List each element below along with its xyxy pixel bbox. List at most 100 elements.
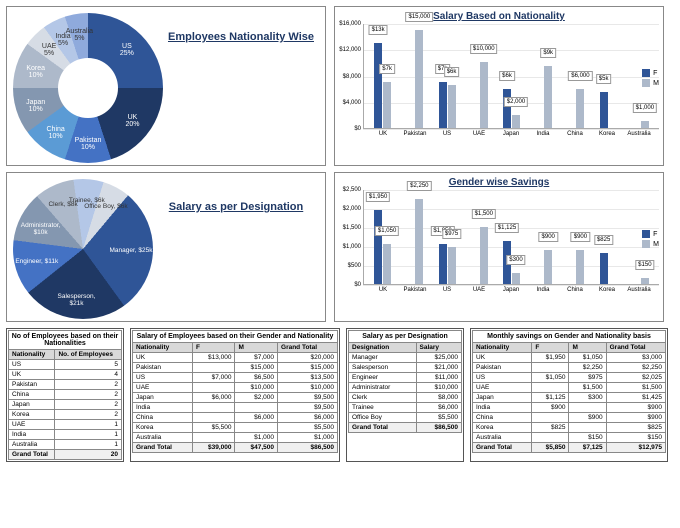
total-val: $7,125 xyxy=(569,443,606,453)
cell: $150 xyxy=(606,433,665,443)
savings-bars: $1,950$1,050$2,250$1,050$975$1,500$1,125… xyxy=(363,190,659,285)
cell: Japan xyxy=(473,393,532,403)
savings-title: Gender wise Savings xyxy=(339,177,659,188)
x-label: Korea xyxy=(591,131,623,137)
total-val: $5,850 xyxy=(532,443,569,453)
cell: $5,500 xyxy=(278,423,338,433)
cell: $5,500 xyxy=(192,423,235,433)
cell: $1,125 xyxy=(532,393,569,403)
cell xyxy=(532,383,569,393)
bar-group: $10,000 xyxy=(465,62,494,128)
cell: $10,000 xyxy=(416,383,461,393)
table-2: Salary of Employees based on their Gende… xyxy=(130,328,340,462)
bar-group: $6k$2,000 xyxy=(497,89,526,128)
bar-f: $13k xyxy=(374,43,382,128)
cell: Trainee xyxy=(349,403,417,413)
col-header: Grand Total xyxy=(278,343,338,353)
x-label: UAE xyxy=(463,131,495,137)
cell: $9,500 xyxy=(278,403,338,413)
donut-slice-label: UK20% xyxy=(114,114,150,128)
bar-group: $150 xyxy=(626,278,655,284)
cell xyxy=(192,363,235,373)
total-val: 20 xyxy=(55,450,122,460)
donut-chart: US25%UK20%Pakistan10%China10%Japan10%Kor… xyxy=(13,13,163,163)
cell: $825 xyxy=(606,423,665,433)
cell: $1,050 xyxy=(569,353,606,363)
cell xyxy=(192,403,235,413)
pie-chart: Manager, $25kSalesperson, $21kEngineer, … xyxy=(13,179,153,319)
cell: Pakistan xyxy=(473,363,532,373)
cell: $6,500 xyxy=(235,373,278,383)
cell: 1 xyxy=(55,430,122,440)
donut-slice-label: India5% xyxy=(45,33,81,47)
total-label: Grand Total xyxy=(9,450,55,460)
cell: US xyxy=(133,373,193,383)
table-4: Monthly savings on Gender and Nationalit… xyxy=(470,328,668,462)
cell xyxy=(532,433,569,443)
pie-slice-label: Manager, $25k xyxy=(106,247,156,254)
cell xyxy=(569,403,606,413)
cell: Salesperson xyxy=(349,363,417,373)
cell: $1,000 xyxy=(235,433,278,443)
bar-group: $6,000 xyxy=(561,89,590,128)
pie-title: Salary as per Designation xyxy=(153,201,319,213)
cell: Pakistan xyxy=(9,380,55,390)
x-label: Japan xyxy=(495,287,527,293)
cell: 5 xyxy=(55,360,122,370)
cell: $300 xyxy=(569,393,606,403)
bar-m: $6,000 xyxy=(576,89,584,128)
cell: $975 xyxy=(569,373,606,383)
total-val: $86,500 xyxy=(278,443,338,453)
cell xyxy=(192,383,235,393)
donut-chart-panel: US25%UK20%Pakistan10%China10%Japan10%Kor… xyxy=(6,6,326,166)
cell: $6,000 xyxy=(192,393,235,403)
donut-slice-label: China10% xyxy=(38,126,74,140)
cell: $6,000 xyxy=(416,403,461,413)
cell: India xyxy=(473,403,532,413)
cell: Office Boy xyxy=(349,413,417,423)
bar-m: $900 xyxy=(544,250,552,284)
bar-m: $1,500 xyxy=(480,227,488,284)
cell xyxy=(569,423,606,433)
cell: $1,950 xyxy=(532,353,569,363)
cell: Manager xyxy=(349,353,417,363)
bar-f: $7k xyxy=(439,82,447,128)
x-label: UK xyxy=(367,131,399,137)
cell: Engineer xyxy=(349,373,417,383)
x-label: Australia xyxy=(623,131,655,137)
pie-slice-label: Clerk, $8k xyxy=(38,201,88,208)
donut-slice-label: US25% xyxy=(109,43,145,57)
cell: $15,000 xyxy=(278,363,338,373)
cell: $900 xyxy=(606,403,665,413)
bar-group: $1,050$975 xyxy=(432,244,461,284)
legend-savings: F M xyxy=(642,228,659,250)
cell: 2 xyxy=(55,400,122,410)
col-header: Nationality xyxy=(9,350,55,360)
cell: 2 xyxy=(55,390,122,400)
cell: $825 xyxy=(532,423,569,433)
cell: $1,050 xyxy=(532,373,569,383)
cell: $13,500 xyxy=(278,373,338,383)
x-label: US xyxy=(431,287,463,293)
cell xyxy=(235,423,278,433)
cell: $10,000 xyxy=(278,383,338,393)
cell: $6,000 xyxy=(235,413,278,423)
bar-m: $975 xyxy=(448,247,456,284)
col-header: No. of Employees xyxy=(55,350,122,360)
bar-group: $825 xyxy=(594,253,623,284)
cell: China xyxy=(473,413,532,423)
total-label: Grand Total xyxy=(133,443,193,453)
bar-m: $7k xyxy=(383,82,391,128)
bar-m: $6k xyxy=(448,85,456,128)
bar-m: $9k xyxy=(544,66,552,128)
bar-group: $7k$6k xyxy=(432,82,461,128)
cell: Korea xyxy=(133,423,193,433)
cell xyxy=(192,413,235,423)
cell: $13,000 xyxy=(192,353,235,363)
bar-m: $150 xyxy=(641,278,649,284)
cell: Japan xyxy=(9,400,55,410)
x-label: Korea xyxy=(591,287,623,293)
bar-group: $1,950$1,050 xyxy=(368,210,397,284)
cell: $6,000 xyxy=(278,413,338,423)
cell: 1 xyxy=(55,440,122,450)
